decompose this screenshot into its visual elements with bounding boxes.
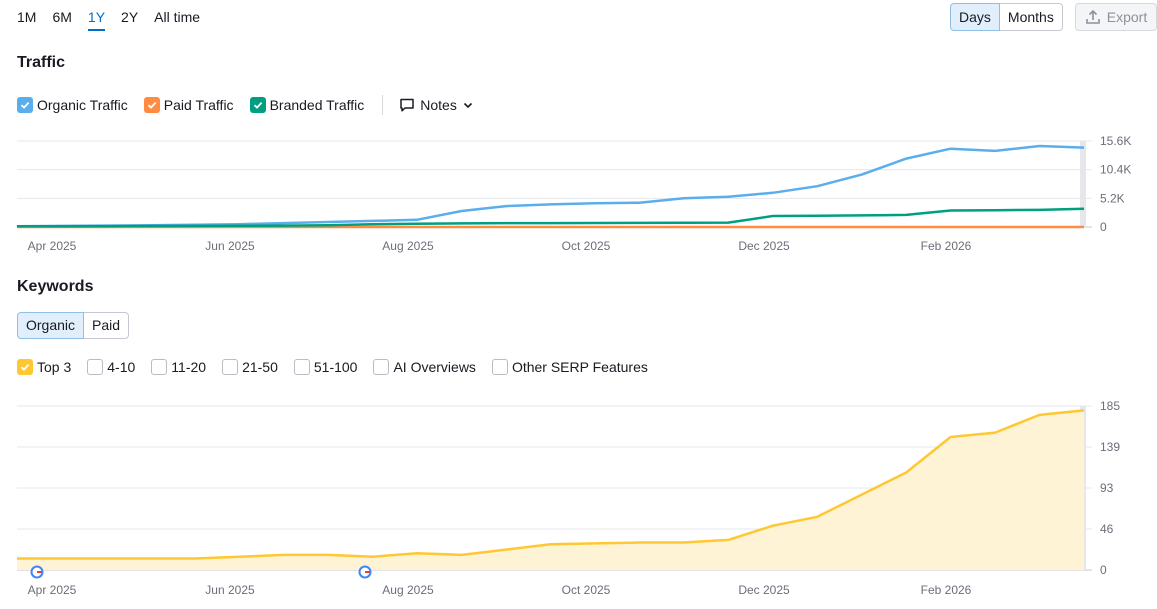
notes-button[interactable]: Notes xyxy=(399,97,474,113)
period-tab-2y[interactable]: 2Y xyxy=(121,9,139,25)
legend-organic-traffic[interactable]: Organic Traffic xyxy=(17,97,128,113)
granularity-toggle: Days Months xyxy=(950,3,1063,31)
filter-label: 4-10 xyxy=(107,359,136,375)
y-tick-label: 0 xyxy=(1100,220,1107,234)
days-button[interactable]: Days xyxy=(950,3,1000,31)
tab-paid[interactable]: Paid xyxy=(84,312,130,339)
legend-divider xyxy=(382,95,384,115)
filter-11-20[interactable]: 11-20 xyxy=(151,359,206,375)
keywords-title: Keywords xyxy=(17,278,94,295)
period-tab-1m[interactable]: 1M xyxy=(17,9,37,25)
period-tab-all-time[interactable]: All time xyxy=(154,9,201,25)
google-update-icon[interactable] xyxy=(30,565,44,579)
x-tick-label: Aug 2025 xyxy=(382,239,434,253)
keywords-filters: Top 3 4-10 11-20 21-50 51-100 AI Overvie… xyxy=(17,359,664,375)
filter-label: Top 3 xyxy=(37,359,72,375)
filter-ai-overviews[interactable]: AI Overviews xyxy=(373,359,476,375)
checkbox-icon xyxy=(373,359,390,375)
period-tab-6m[interactable]: 6M xyxy=(52,9,72,25)
traffic-title: Traffic xyxy=(17,54,66,71)
filter-top-3[interactable]: Top 3 xyxy=(17,359,71,375)
x-tick-label: Jun 2025 xyxy=(205,583,255,597)
x-tick-label: Apr 2025 xyxy=(28,583,77,597)
x-tick-label: Aug 2025 xyxy=(382,583,434,597)
y-tick-label: 5.2K xyxy=(1100,191,1125,205)
series-area-top-3 xyxy=(17,410,1084,570)
y-tick-label: 0 xyxy=(1100,563,1107,577)
checkbox-checked-icon xyxy=(143,97,160,113)
filter-label: 11-20 xyxy=(171,359,207,375)
y-tick-label: 15.6K xyxy=(1100,134,1131,148)
traffic-chart[interactable]: 15.6K 10.4K 5.2K 0 Apr 2025 Jun 2025 Aug 2025 O… xyxy=(0,120,1157,260)
period-tabs: 1M 6M 1Y 2Y All time xyxy=(17,8,216,32)
legend-branded-traffic[interactable]: Branded Traffic xyxy=(249,97,365,113)
y-tick-label: 46 xyxy=(1100,522,1114,536)
chevron-down-icon xyxy=(463,102,472,109)
comment-icon xyxy=(400,98,414,112)
checkbox-icon xyxy=(293,359,310,375)
keywords-chart[interactable]: 185 139 93 46 0 Apr 2025 Jun 2025 Aug 2025 Oct 2… xyxy=(0,398,1157,603)
legend-label: Paid Traffic xyxy=(163,97,234,113)
y-tick-label: 10.4K xyxy=(1100,163,1131,177)
x-tick-label: Dec 2025 xyxy=(738,239,790,253)
export-button[interactable]: Export xyxy=(1075,3,1157,31)
traffic-legend: Organic Traffic Paid Traffic Branded Tra… xyxy=(17,95,474,115)
period-tab-1y[interactable]: 1Y xyxy=(87,8,106,32)
checkbox-icon xyxy=(222,359,239,375)
filter-51-100[interactable]: 51-100 xyxy=(293,359,358,375)
google-update-icon[interactable] xyxy=(358,565,372,579)
checkbox-icon xyxy=(491,359,508,375)
months-button[interactable]: Months xyxy=(999,3,1063,31)
x-tick-label: Jun 2025 xyxy=(205,239,255,253)
keywords-type-tabs: Organic Paid xyxy=(17,312,130,339)
filter-other-serp-features[interactable]: Other SERP Features xyxy=(491,359,648,375)
y-tick-label: 139 xyxy=(1100,440,1120,454)
chart-end-handle[interactable] xyxy=(1080,141,1086,227)
tab-organic[interactable]: Organic xyxy=(17,312,85,339)
x-tick-label: Oct 2025 xyxy=(562,583,611,597)
legend-paid-traffic[interactable]: Paid Traffic xyxy=(143,97,234,113)
series-line-top-3[interactable] xyxy=(17,409,1085,560)
filter-label: Other SERP Features xyxy=(511,359,648,375)
x-tick-label: Feb 2026 xyxy=(921,239,972,253)
legend-label: Branded Traffic xyxy=(269,97,365,113)
filter-21-50[interactable]: 21-50 xyxy=(222,359,278,375)
x-tick-label: Feb 2026 xyxy=(921,583,972,597)
checkbox-icon xyxy=(151,359,168,375)
legend-label: Organic Traffic xyxy=(37,97,128,113)
y-tick-label: 93 xyxy=(1100,481,1114,495)
checkbox-checked-icon xyxy=(17,97,33,113)
checkbox-checked-icon xyxy=(249,97,266,113)
notes-label: Notes xyxy=(420,97,457,113)
filter-label: AI Overviews xyxy=(393,359,476,375)
checkbox-icon xyxy=(87,359,104,375)
y-tick-label: 185 xyxy=(1100,399,1120,413)
x-tick-label: Oct 2025 xyxy=(562,239,611,253)
x-tick-label: Dec 2025 xyxy=(738,583,790,597)
upload-icon xyxy=(1085,9,1100,24)
x-tick-label: Apr 2025 xyxy=(28,239,77,253)
filter-label: 21-50 xyxy=(242,359,278,375)
filter-label: 51-100 xyxy=(313,359,358,375)
filter-4-10[interactable]: 4-10 xyxy=(87,359,135,375)
series-line-branded-traffic[interactable] xyxy=(17,207,1085,228)
checkbox-checked-icon xyxy=(17,359,33,375)
export-label: Export xyxy=(1106,9,1148,25)
